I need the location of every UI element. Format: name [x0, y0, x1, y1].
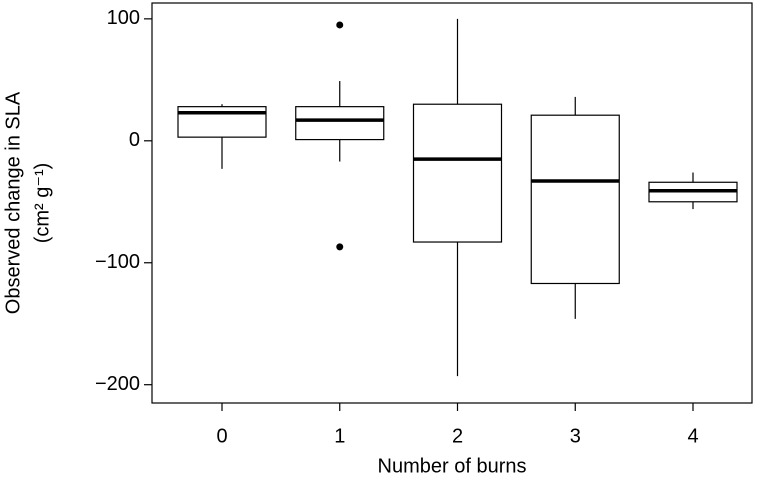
x-tick-label: 0 [216, 425, 227, 447]
box [412, 103, 503, 243]
x-tick-label: 3 [570, 425, 581, 447]
x-tick-label: 1 [334, 425, 345, 447]
y-axis-label: Observed change in SLA [2, 91, 24, 314]
y-tick-label: 0 [129, 129, 140, 151]
x-tick-label: 2 [452, 425, 463, 447]
box [530, 114, 620, 285]
y-tick-label: 100 [107, 7, 140, 29]
y-tick-label: −100 [95, 251, 140, 273]
box [295, 106, 385, 141]
y-axis-label: (cm² g⁻¹) [31, 163, 53, 244]
x-tick-label: 4 [687, 425, 698, 447]
outlier [336, 243, 344, 251]
outlier [336, 21, 344, 29]
y-tick-label: −200 [95, 373, 140, 395]
x-axis-label: Number of burns [378, 455, 527, 477]
plot-frame [151, 2, 753, 404]
